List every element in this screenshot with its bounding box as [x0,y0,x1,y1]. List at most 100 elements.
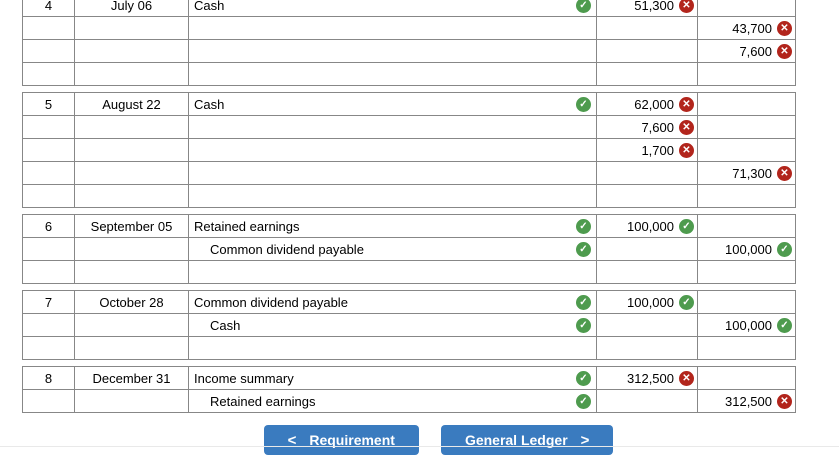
entry-number-cell [22,138,75,162]
debit-cell[interactable]: 7,600 ✕ [596,115,698,139]
entry-date-cell: October 28 [74,290,189,314]
entry-number-cell [22,336,75,360]
entry-date-cell [74,313,189,337]
debit-cell-content: 62,000 ✕ [598,96,697,112]
credit-cell [697,214,796,238]
journal-row: 7,600 ✕ [22,115,796,139]
account-title-cell[interactable]: Common dividend payable ✓ [188,237,597,261]
entry-number-cell [22,260,75,284]
credit-cell-content: 100,000 ✓ [699,317,795,333]
entry-date-cell: July 06 [74,0,189,17]
check-icon: ✓ [576,241,591,257]
x-icon: ✕ [777,43,792,59]
account-title-cell [188,161,597,185]
credit-cell[interactable]: 312,500 ✕ [697,389,796,413]
credit-cell-content: 43,700 ✕ [699,20,795,36]
journal-row: 8 December 31 Income summary ✓ 312,500 ✕ [22,366,796,390]
entry-number-cell: 7 [22,290,75,314]
account-title-label: Cash [210,317,241,333]
debit-cell [596,16,698,40]
journal-row: 6 September 05 Retained earnings ✓ 100,000 ✓ [22,214,796,238]
credit-cell[interactable]: 100,000 ✓ [697,313,796,337]
account-cell-content: Retained earnings ✓ [190,218,596,234]
debit-amount: 312,500 [627,370,674,386]
entry-number-cell: 4 [22,0,75,17]
journal-entry-table: 6 September 05 Retained earnings ✓ 100,000 ✓ C… [22,214,796,284]
entry-date-cell: August 22 [74,92,189,116]
account-title-cell[interactable]: Retained earnings ✓ [188,214,597,238]
debit-cell[interactable]: 100,000 ✓ [596,290,698,314]
debit-cell[interactable]: 1,700 ✕ [596,138,698,162]
requirement-button[interactable]: < Requirement [263,425,419,455]
entry-number-cell [22,62,75,86]
entry-date-cell [74,260,189,284]
account-title-cell[interactable]: Income summary ✓ [188,366,597,390]
debit-cell[interactable]: 51,300 ✕ [596,0,698,17]
requirement-button-label: Requirement [309,432,395,448]
credit-amount: 312,500 [725,393,772,409]
account-title-cell [188,336,597,360]
journal-row: Cash ✓ 100,000 ✓ [22,313,796,337]
entry-date-cell: December 31 [74,366,189,390]
debit-cell-content: 51,300 ✕ [598,0,697,13]
debit-cell [596,184,698,208]
account-title-cell[interactable]: Common dividend payable ✓ [188,290,597,314]
account-title-cell[interactable]: Cash ✓ [188,92,597,116]
account-cell-content: Common dividend payable ✓ [190,241,596,257]
credit-cell-content: 71,300 ✕ [699,165,795,181]
journal-entry-table: 5 August 22 Cash ✓ 62,000 ✕ 7,600 ✕ 1,700 ✕ 71,300… [22,92,796,208]
account-title-label: Common dividend payable [194,294,348,310]
entry-date-cell: September 05 [74,214,189,238]
check-icon: ✓ [576,218,591,234]
account-cell-content: Common dividend payable ✓ [190,294,596,310]
credit-cell[interactable]: 43,700 ✕ [697,16,796,40]
entry-number-cell: 5 [22,92,75,116]
account-title-cell[interactable]: Cash ✓ [188,0,597,17]
journal-row [22,184,796,208]
debit-amount: 51,300 [634,0,674,13]
account-title-label: Retained earnings [194,218,300,234]
entry-date-cell [74,184,189,208]
debit-cell[interactable]: 100,000 ✓ [596,214,698,238]
general-ledger-button[interactable]: General Ledger > [440,425,614,455]
debit-cell[interactable]: 312,500 ✕ [596,366,698,390]
credit-cell [697,336,796,360]
credit-cell-content: 100,000 ✓ [699,241,795,257]
entry-date-cell [74,237,189,261]
credit-cell[interactable]: 100,000 ✓ [697,237,796,261]
entry-date-cell [74,62,189,86]
account-title-cell[interactable]: Retained earnings ✓ [188,389,597,413]
debit-amount: 100,000 [627,294,674,310]
account-cell-content: Cash ✓ [190,317,596,333]
account-title-label: Cash [194,96,225,112]
entry-number-cell [22,389,75,413]
chevron-right-icon: > [580,431,590,449]
journal-row: 7,600 ✕ [22,39,796,63]
credit-cell[interactable]: 71,300 ✕ [697,161,796,185]
x-icon: ✕ [679,370,694,386]
journal-row: 71,300 ✕ [22,161,796,185]
account-cell-content: Income summary ✓ [190,370,596,386]
x-icon: ✕ [777,165,792,181]
journal-entries-area: 4 July 06 Cash ✓ 51,300 ✕ 43,700 ✕ 7,600 ✕ 5 August… [22,0,796,413]
debit-cell [596,62,698,86]
journal-row: 7 October 28 Common dividend payable ✓ 100,0… [22,290,796,314]
journal-row: Retained earnings ✓ 312,500 ✕ [22,389,796,413]
footer-navigation: < Requirement General Ledger > [0,425,839,455]
debit-cell[interactable]: 62,000 ✕ [596,92,698,116]
debit-amount: 100,000 [627,218,674,234]
account-title-cell [188,115,597,139]
account-title-cell[interactable]: Cash ✓ [188,313,597,337]
credit-cell[interactable]: 7,600 ✕ [697,39,796,63]
journal-row: 1,700 ✕ [22,138,796,162]
account-title-cell [188,62,597,86]
entry-number-cell [22,161,75,185]
debit-cell [596,389,698,413]
entry-date-cell [74,161,189,185]
credit-amount: 43,700 [732,20,772,36]
x-icon: ✕ [777,20,792,36]
account-title-cell [188,39,597,63]
journal-row [22,62,796,86]
check-icon: ✓ [679,218,694,234]
account-cell-content: Cash ✓ [190,0,596,13]
